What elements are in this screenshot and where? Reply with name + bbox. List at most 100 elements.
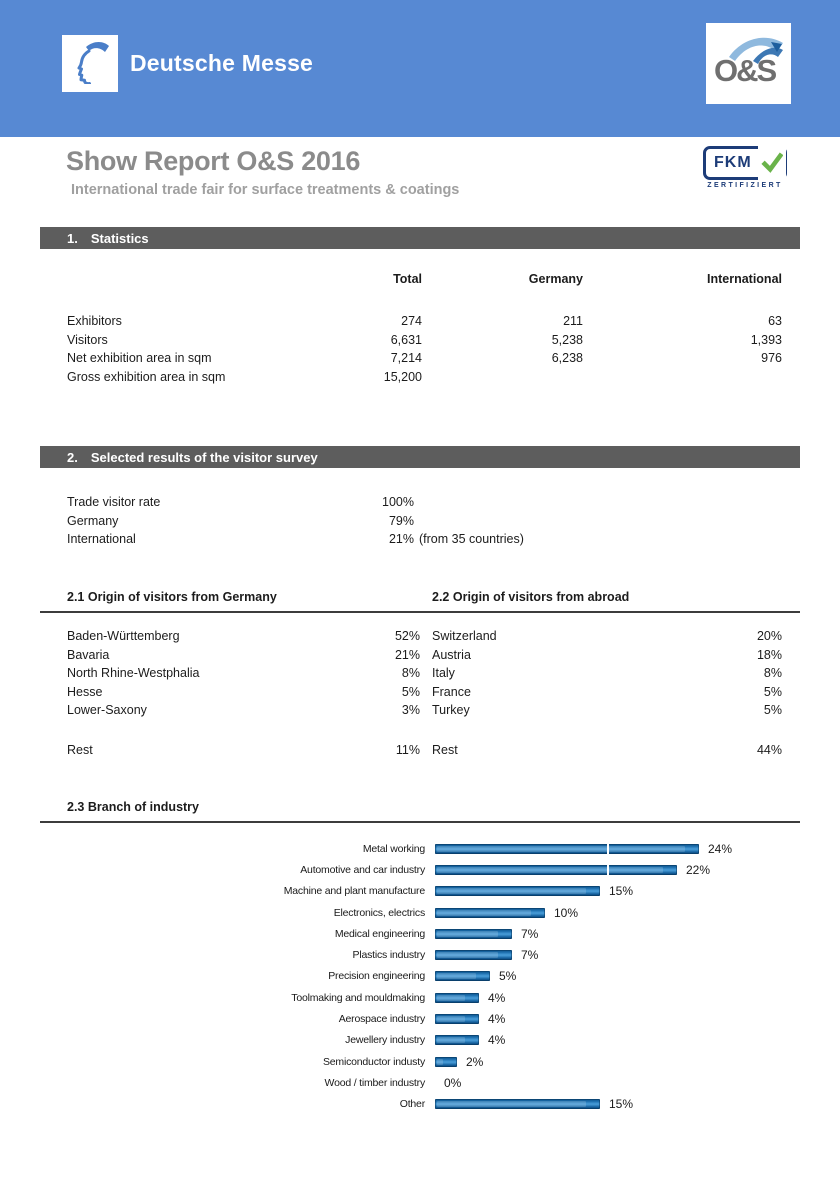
chart-row: Automotive and car industry 22%	[40, 859, 800, 880]
section-number: 2.	[67, 449, 78, 465]
chart-bar	[435, 843, 699, 854]
chart-category-label: Semiconductor industy	[322, 1055, 425, 1068]
table-row: Turkey 5%	[432, 703, 782, 722]
row-value: 5%	[401, 684, 420, 699]
chart-bar	[435, 971, 490, 982]
row-value: 52%	[394, 629, 420, 643]
chart-row: Aerospace industry 4%	[40, 1008, 800, 1029]
spacer	[67, 722, 420, 743]
os-logo: O&S	[706, 23, 791, 104]
row-value: 5%	[763, 703, 782, 717]
row-value: 18%	[756, 647, 782, 662]
chart-value-label: 2%	[466, 1054, 484, 1069]
chart-row: Machine and plant manufacture 15%	[40, 881, 800, 902]
chart-category-label: Medical engineering	[334, 927, 425, 940]
chart-bar-wrap: 5%	[435, 969, 516, 983]
subsection-heading-origin-germany: 2.1 Origin of visitors from Germany	[67, 590, 277, 604]
chart-bar	[435, 1099, 600, 1110]
table-row: Bavaria 21%	[67, 648, 420, 667]
chart-value-label: 15%	[609, 884, 634, 899]
chart-value-label: 10%	[554, 905, 579, 920]
row-value: 44%	[756, 742, 782, 757]
row-note: (from 35 countries)	[419, 532, 524, 546]
table-row: Italy 8%	[432, 666, 782, 685]
table-row: Gross exhibition area in sqm 15,200	[67, 370, 782, 389]
chart-bar	[435, 928, 512, 939]
chart-row: Electronics, electrics 10%	[40, 902, 800, 923]
row-label: Germany	[67, 513, 119, 528]
origin-germany-table: Baden-Württemberg 52% Bavaria 21% North Rhin…	[67, 629, 420, 761]
subsection-number: 2.1	[67, 590, 85, 604]
row-label: Net exhibition area in sqm	[67, 351, 212, 365]
subsection-heading-branch-of-industry: 2.3 Branch of industry	[67, 800, 199, 814]
chart-category-label: Toolmaking and mouldmaking	[291, 991, 425, 1004]
row-value: 274	[401, 314, 422, 328]
chart-gridline	[607, 841, 609, 883]
statistics-column-headers: Total Germany International	[67, 272, 782, 286]
row-value: 976	[761, 351, 782, 365]
table-row: Hesse 5%	[67, 685, 420, 704]
chart-value-label: 0%	[444, 1075, 462, 1090]
row-value: 79%	[388, 513, 414, 528]
table-row: Exhibitors 274 211 63	[67, 314, 782, 333]
chart-row: Other 15%	[40, 1094, 800, 1115]
chart-row: Precision engineering 5%	[40, 966, 800, 987]
row-value: 21%	[388, 532, 414, 546]
row-label: Turkey	[432, 703, 470, 717]
row-label: Exhibitors	[67, 314, 122, 328]
table-row: Switzerland 20%	[432, 629, 782, 648]
branch-of-industry-chart: Metal working 24% Automotive and car indus…	[40, 838, 800, 1115]
chart-category-label: Other	[399, 1098, 425, 1111]
chart-bar-wrap: 15%	[435, 1097, 633, 1111]
chart-bar-wrap: 24%	[435, 842, 732, 856]
subsection-title: Origin of visitors from Germany	[87, 590, 277, 604]
row-label: Visitors	[67, 332, 108, 347]
table-row-rest: Rest 11%	[67, 743, 420, 762]
row-label: Lower-Saxony	[67, 703, 147, 717]
row-value	[583, 370, 782, 389]
section-title: Selected results of the visitor survey	[90, 449, 318, 465]
chart-category-label: Metal working	[362, 842, 425, 855]
row-value: 63	[768, 314, 782, 328]
table-row: International 21% (from 35 countries)	[67, 532, 782, 551]
chart-bar-wrap: 10%	[435, 906, 578, 920]
row-label: Hesse	[67, 684, 103, 699]
table-row-rest: Rest 44%	[432, 743, 782, 762]
table-row: Trade visitor rate 100%	[67, 495, 782, 514]
column-header: International	[706, 272, 782, 286]
chart-bar-wrap: 15%	[435, 884, 633, 898]
row-label: Austria	[432, 647, 471, 662]
row-label: Gross exhibition area in sqm	[67, 369, 226, 384]
chart-bar-wrap: 4%	[435, 1012, 505, 1026]
row-value	[422, 370, 583, 389]
chart-row: Plastics industry 7%	[40, 944, 800, 965]
chart-value-label: 24%	[708, 841, 733, 856]
row-label: International	[67, 532, 136, 546]
chart-value-label: 15%	[609, 1097, 634, 1112]
chart-bar-wrap: 4%	[435, 991, 505, 1005]
chart-category-label: Aerospace industry	[338, 1013, 425, 1026]
section-heading-statistics: 1. Statistics	[40, 227, 800, 249]
row-value: 5%	[763, 684, 782, 699]
row-value: 21%	[394, 647, 420, 662]
chart-bar-wrap: 2%	[435, 1055, 483, 1069]
row-value: 1,393	[750, 332, 782, 347]
row-value: 5,238	[551, 332, 583, 347]
chart-bar	[435, 886, 600, 897]
chart-bar-wrap: 22%	[435, 863, 710, 877]
chart-category-label: Automotive and car industry	[300, 863, 425, 876]
row-value: 7,214	[390, 351, 422, 365]
row-value: 8%	[763, 666, 782, 680]
row-value: 3%	[401, 703, 420, 717]
row-value: 211	[563, 314, 583, 328]
row-value: 100%	[382, 495, 414, 509]
statistics-table: Exhibitors 274 211 63 Visitors 6,631 5,238 1,39…	[67, 314, 782, 388]
chart-bar-wrap: 7%	[435, 927, 538, 941]
face-profile-icon	[68, 38, 112, 89]
header-bar: Deutsche Messe O&S	[0, 0, 840, 137]
row-value: 11%	[395, 742, 420, 757]
subsection-number: 2.3	[67, 800, 85, 814]
fkm-badge-box: FKM	[703, 146, 787, 180]
table-row: Germany 79%	[67, 514, 782, 533]
chart-row: Jewellery industry 4%	[40, 1030, 800, 1051]
